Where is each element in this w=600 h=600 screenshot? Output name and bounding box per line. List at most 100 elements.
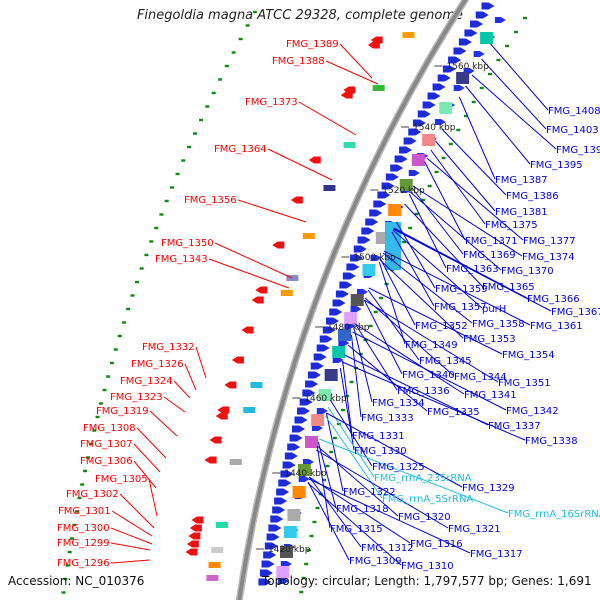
forward-gene-arrow [316, 408, 328, 414]
leader-line-forward [325, 415, 383, 499]
category-box [283, 526, 297, 538]
gc-dot [192, 132, 197, 135]
gc-dot [252, 10, 257, 14]
forward-gene-arrow [277, 578, 289, 584]
gene-label-forward: FMG_1358 [472, 319, 525, 330]
category-box [399, 179, 413, 191]
backbone-arc [237, 0, 468, 600]
gc-dot [224, 64, 229, 68]
gene-label-forward: FMG_1359 [435, 284, 488, 295]
category-box [344, 312, 358, 324]
forward-gene-arrow [356, 289, 368, 295]
leader-line-forward [409, 191, 502, 271]
forward-gene-arrow [470, 20, 484, 28]
gc-dot [175, 172, 180, 176]
category-box [292, 486, 306, 498]
forward-gene-arrow [299, 398, 313, 406]
gc-dot [434, 170, 439, 174]
forward-gene-arrow [339, 281, 353, 289]
gene-label-forward: FMG_1321 [448, 524, 501, 535]
gc-dot [74, 510, 79, 513]
leader-line-forward [309, 476, 411, 544]
gc-dot [102, 388, 107, 392]
gc-dot [332, 436, 337, 440]
gene-label-forward: FMG_1381 [495, 207, 548, 218]
gene-label-forward: FMG_1340 [402, 370, 455, 381]
gc-dot [126, 307, 131, 311]
leader-line-reverse [339, 43, 373, 79]
forward-gene-arrow [369, 209, 383, 217]
gc-dot [379, 296, 384, 300]
gc-dot [414, 212, 419, 216]
gene-label-forward: FMG_1361 [530, 321, 583, 332]
forward-gene-arrow [313, 353, 327, 361]
forward-gene-arrow [326, 317, 340, 325]
gc-dot [304, 562, 309, 566]
gc-dot [299, 590, 304, 594]
forward-gene-arrow [307, 371, 321, 379]
forward-gene-arrow [268, 524, 282, 532]
gc-dot [513, 30, 518, 34]
leader-line-forward [424, 161, 466, 241]
feature-mark [229, 459, 242, 465]
gene-label-forward: purH [482, 304, 506, 315]
gene-label-forward: FMG_1352 [415, 321, 468, 332]
forward-gene-arrow [294, 416, 308, 424]
gc-dot [373, 310, 378, 314]
leader-line-reverse [208, 258, 290, 289]
forward-gene-arrow [287, 443, 301, 451]
reverse-gene-arrow [215, 412, 228, 420]
reverse-gene-arrow [255, 286, 268, 294]
tick-label: 1540 kbp [413, 123, 456, 133]
gene-label-forward: FMG_1351 [498, 378, 551, 389]
reverse-gene-arrow [272, 241, 285, 249]
forward-gene-arrow [357, 236, 371, 244]
forward-gene-arrow [266, 533, 280, 541]
leader-line-forward [364, 297, 455, 377]
forward-gene-arrow [282, 461, 296, 469]
forward-gene-arrow [408, 128, 422, 136]
category-box [279, 546, 293, 558]
gc-dot [109, 361, 114, 365]
gene-label-forward: FMG_1349 [405, 340, 458, 351]
gc-dot [420, 198, 425, 202]
gene-label-reverse: FMG_1373 [245, 97, 298, 108]
leader-line-forward [307, 482, 402, 566]
category-box [456, 72, 470, 84]
forward-gene-arrow [272, 506, 286, 514]
forward-gene-arrow [310, 362, 324, 370]
gene-label-forward: FMG_1371 [465, 236, 518, 247]
category-box [324, 369, 338, 381]
leader-line-forward [404, 203, 483, 287]
leader-line-forward [316, 445, 399, 517]
reverse-gene-arrow [185, 548, 198, 556]
gene-label-forward: FMG_1367 [551, 307, 600, 318]
gene-label-forward: FMG_1317 [470, 549, 523, 560]
forward-gene-arrow [270, 515, 284, 523]
category-box [480, 32, 494, 44]
feature-mark [402, 32, 415, 38]
feature-mark [206, 575, 219, 581]
gene-label-forward: FMG_1333 [361, 413, 414, 424]
gene-label-forward: FMG_1357 [434, 302, 487, 313]
gene-label-forward: FMG_1345 [419, 356, 472, 367]
gc-dot [231, 51, 236, 54]
leader-line-reverse [133, 460, 157, 489]
feature-mark [372, 85, 385, 91]
leader-line-forward [367, 289, 420, 361]
feature-mark [215, 522, 228, 528]
leader-line-reverse [214, 242, 293, 279]
leader-line-forward [408, 193, 447, 269]
leader-line-forward [326, 412, 463, 488]
leader-line-forward [383, 250, 531, 326]
leader-line-reverse [173, 380, 191, 399]
gc-dot [170, 186, 175, 189]
gene-label-reverse: FMG_1306 [80, 456, 133, 467]
forward-gene-arrow [316, 344, 330, 352]
forward-gene-arrow [332, 357, 344, 363]
gene-label-forward: FMG_1336 [397, 386, 450, 397]
leader-line-forward [382, 252, 473, 324]
forward-gene-arrow [261, 560, 275, 568]
gene-label-forward: FMG_1322 [343, 487, 396, 498]
